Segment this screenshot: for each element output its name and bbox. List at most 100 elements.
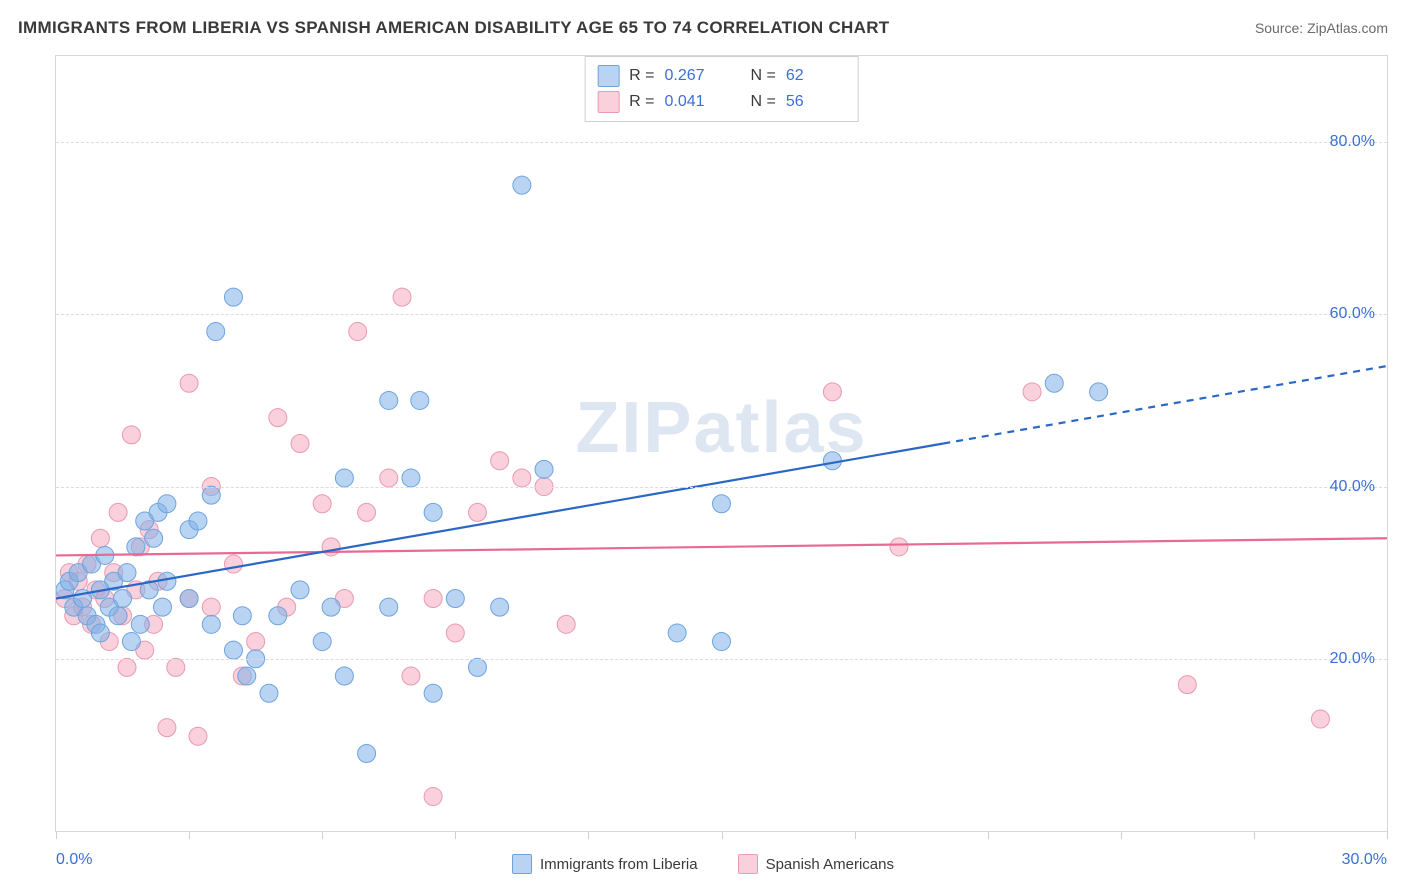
scatter-point: [468, 658, 486, 676]
scatter-point: [380, 391, 398, 409]
scatter-point: [114, 590, 132, 608]
scatter-point: [446, 590, 464, 608]
scatter-point: [269, 607, 287, 625]
scatter-point: [535, 460, 553, 478]
scatter-point: [424, 503, 442, 521]
scatter-point: [109, 607, 127, 625]
scatter-point: [823, 383, 841, 401]
scatter-point: [118, 564, 136, 582]
scatter-point: [380, 469, 398, 487]
scatter-point: [513, 469, 531, 487]
trend-line-b: [56, 538, 1387, 555]
scatter-point: [233, 607, 251, 625]
scatter-point: [91, 624, 109, 642]
y-tick-label: 20.0%: [1330, 650, 1375, 668]
y-tick-label: 40.0%: [1330, 478, 1375, 496]
scatter-point: [322, 598, 340, 616]
chart-area: ZIPatlas R = 0.267 N = 62 R = 0.041 N = …: [55, 55, 1388, 832]
scatter-point: [167, 658, 185, 676]
scatter-point: [468, 503, 486, 521]
scatter-point: [291, 435, 309, 453]
scatter-point: [668, 624, 686, 642]
swatch-b-icon: [738, 854, 758, 874]
scatter-point: [1090, 383, 1108, 401]
series-legend: Immigrants from Liberia Spanish American…: [0, 854, 1406, 874]
scatter-point: [207, 323, 225, 341]
scatter-point: [313, 633, 331, 651]
scatter-point: [335, 667, 353, 685]
scatter-point: [127, 538, 145, 556]
scatter-point: [158, 495, 176, 513]
scatter-point: [158, 719, 176, 737]
legend-label-b: Spanish Americans: [766, 856, 894, 873]
scatter-point: [291, 581, 309, 599]
y-tick-label: 80.0%: [1330, 133, 1375, 151]
scatter-point: [713, 495, 731, 513]
scatter-point: [1023, 383, 1041, 401]
chart-title: IMMIGRANTS FROM LIBERIA VS SPANISH AMERI…: [18, 18, 889, 38]
scatter-point: [424, 788, 442, 806]
swatch-a-icon: [597, 65, 619, 87]
scatter-point: [109, 503, 127, 521]
scatter-point: [1311, 710, 1329, 728]
scatter-point: [202, 615, 220, 633]
scatter-point: [224, 641, 242, 659]
legend-item-b: Spanish Americans: [738, 854, 894, 874]
source-attribution: Source: ZipAtlas.com: [1255, 20, 1388, 36]
scatter-point: [424, 684, 442, 702]
plot-svg: [56, 56, 1387, 831]
scatter-point: [91, 529, 109, 547]
scatter-point: [202, 598, 220, 616]
scatter-point: [224, 555, 242, 573]
scatter-point: [118, 658, 136, 676]
scatter-point: [180, 590, 198, 608]
scatter-point: [224, 288, 242, 306]
scatter-point: [411, 391, 429, 409]
scatter-point: [238, 667, 256, 685]
scatter-point: [122, 633, 140, 651]
scatter-point: [1178, 676, 1196, 694]
scatter-point: [393, 288, 411, 306]
scatter-point: [890, 538, 908, 556]
swatch-a-icon: [512, 854, 532, 874]
legend-label-a: Immigrants from Liberia: [540, 856, 698, 873]
r-value-b: 0.041: [665, 89, 719, 115]
scatter-point: [380, 598, 398, 616]
scatter-point: [446, 624, 464, 642]
scatter-point: [402, 469, 420, 487]
scatter-point: [402, 667, 420, 685]
scatter-point: [358, 745, 376, 763]
scatter-point: [122, 426, 140, 444]
scatter-point: [349, 323, 367, 341]
scatter-point: [358, 503, 376, 521]
scatter-point: [557, 615, 575, 633]
scatter-point: [189, 727, 207, 745]
trend-line-a-dashed: [943, 366, 1387, 444]
scatter-point: [713, 633, 731, 651]
swatch-b-icon: [597, 91, 619, 113]
scatter-point: [322, 538, 340, 556]
y-tick-label: 60.0%: [1330, 305, 1375, 323]
scatter-point: [491, 452, 509, 470]
r-value-a: 0.267: [665, 63, 719, 89]
scatter-point: [269, 409, 287, 427]
n-value-b: 56: [786, 89, 840, 115]
scatter-point: [189, 512, 207, 530]
scatter-point: [1045, 374, 1063, 392]
scatter-point: [513, 176, 531, 194]
scatter-point: [260, 684, 278, 702]
scatter-point: [424, 590, 442, 608]
scatter-point: [335, 469, 353, 487]
correlation-legend: R = 0.267 N = 62 R = 0.041 N = 56: [584, 56, 859, 122]
scatter-point: [313, 495, 331, 513]
correlation-row-b: R = 0.041 N = 56: [597, 89, 840, 115]
legend-item-a: Immigrants from Liberia: [512, 854, 698, 874]
scatter-point: [145, 529, 163, 547]
scatter-point: [180, 374, 198, 392]
correlation-row-a: R = 0.267 N = 62: [597, 63, 840, 89]
scatter-point: [247, 633, 265, 651]
n-value-a: 62: [786, 63, 840, 89]
scatter-point: [153, 598, 171, 616]
scatter-point: [202, 486, 220, 504]
scatter-point: [131, 615, 149, 633]
